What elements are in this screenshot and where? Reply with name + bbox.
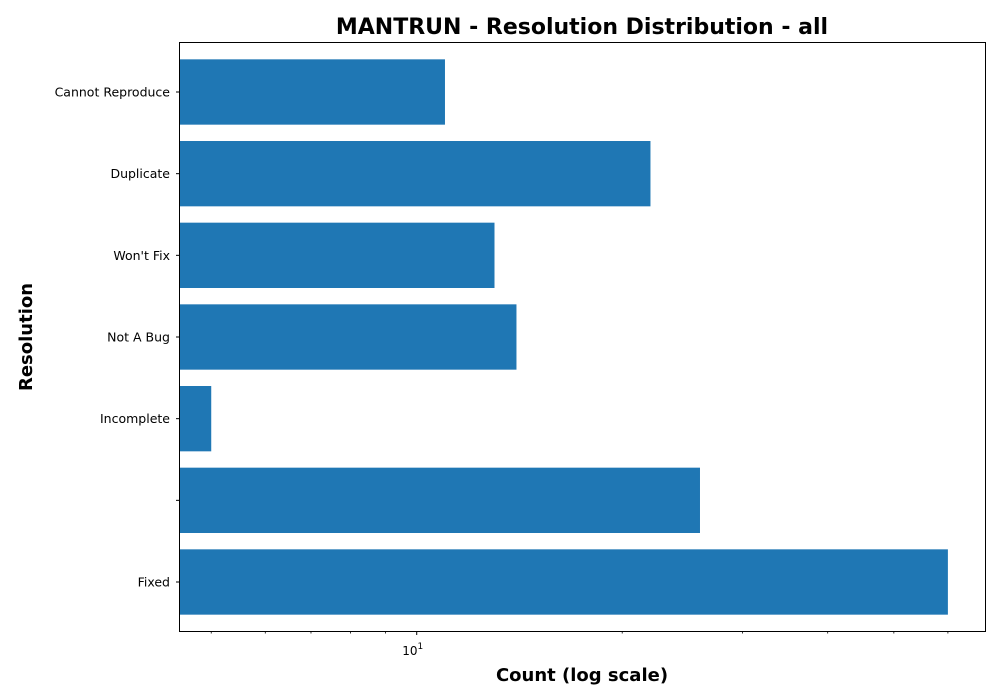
y-axis-label: Resolution [16,283,37,391]
y-tick-label: Cannot Reproduce [55,85,171,100]
x-tick-label-exponent: 1 [417,642,423,652]
y-tick-label: Incomplete [100,411,170,426]
x-tick-label-base: 10 [402,644,417,658]
y-tick-label: Won't Fix [113,248,170,263]
bar [180,467,700,533]
bar [180,59,445,125]
x-axis-ticks: 101 [210,631,949,658]
bar [180,304,517,370]
chart-title: MANTRUN - Resolution Distribution - all [336,15,828,40]
bars-group [180,59,948,615]
y-tick-label: Not A Bug [107,330,170,345]
x-axis-label: Count (log scale) [496,665,668,686]
y-tick-label: Fixed [138,575,170,590]
bar [180,141,651,207]
bar [180,549,948,615]
y-axis-ticks: Cannot Reproduce Duplicate Won't Fix Not A … [55,85,180,590]
x-tick-label: 101 [402,642,423,658]
y-tick-label: Duplicate [110,166,170,181]
bar [180,222,495,288]
bar [180,386,212,452]
